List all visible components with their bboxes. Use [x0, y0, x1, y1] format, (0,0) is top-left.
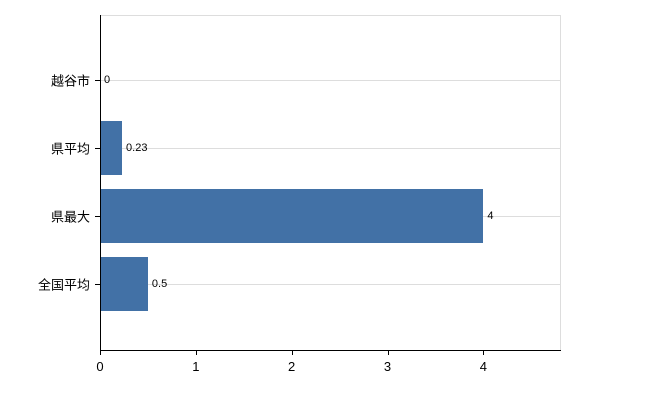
gridline — [100, 148, 560, 149]
plot-right-border — [560, 15, 561, 350]
y-axis-label: 県平均 — [50, 141, 90, 157]
x-axis-tick — [483, 350, 485, 355]
y-axis-label: 全国平均 — [37, 277, 90, 293]
bar-value-label: 0 — [104, 74, 111, 86]
y-axis-tick — [95, 80, 100, 81]
x-axis-tick-label: 2 — [288, 359, 296, 374]
y-axis-label: 県最大 — [50, 209, 90, 225]
bar — [100, 121, 123, 175]
x-axis-tick — [100, 350, 101, 355]
gridline — [100, 284, 560, 285]
bar — [100, 189, 484, 243]
y-axis-tick — [95, 284, 100, 285]
x-axis-tick-label: 1 — [192, 359, 200, 374]
gridline — [100, 80, 560, 81]
y-axis-tick — [95, 148, 100, 149]
bar-value-label: 0.5 — [151, 278, 168, 290]
y-axis-label: 越谷市 — [50, 73, 90, 89]
bar-value-label: 0.23 — [126, 142, 148, 154]
plot-top-border — [100, 15, 560, 16]
y-axis-line — [100, 15, 101, 350]
x-axis-tick-label: 0 — [96, 359, 104, 374]
x-axis-tick — [195, 350, 197, 355]
x-axis-tick — [387, 350, 389, 355]
x-axis-tick — [291, 350, 293, 355]
bar-value-label: 4 — [487, 210, 494, 222]
x-axis-line — [100, 350, 561, 351]
y-axis-tick — [95, 216, 100, 217]
x-axis-tick-label: 3 — [383, 359, 392, 374]
x-axis-tick-label: 4 — [479, 359, 487, 374]
bar — [100, 257, 148, 311]
